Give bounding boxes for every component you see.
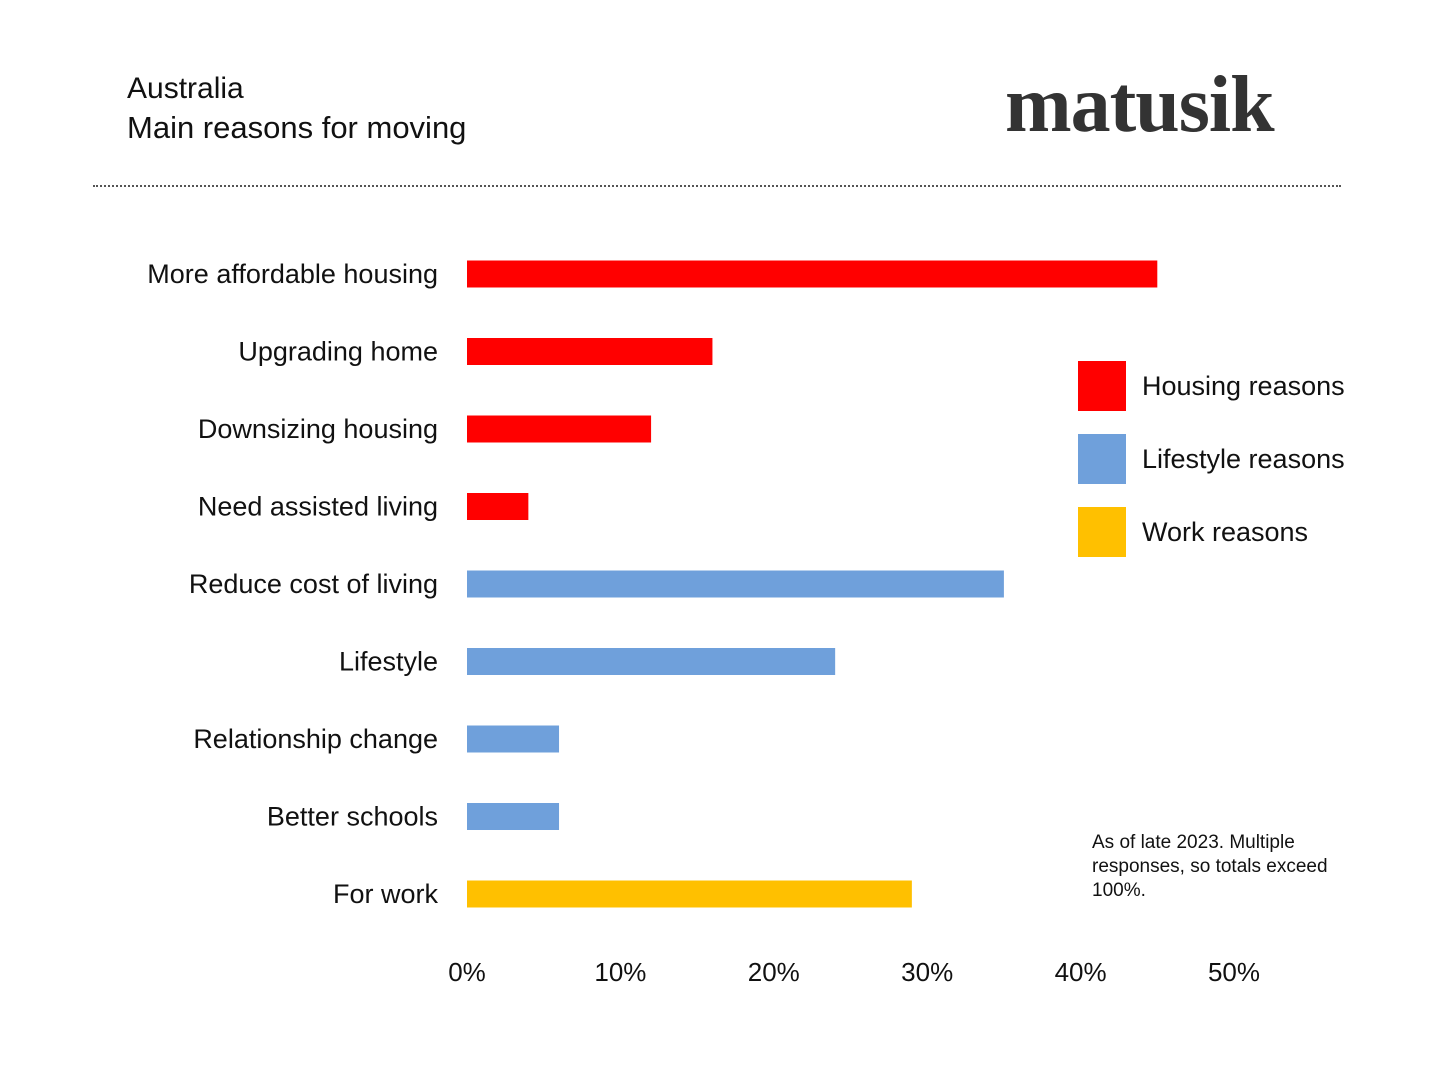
category-label: Lifestyle xyxy=(339,647,438,677)
x-tick-label: 10% xyxy=(594,957,646,987)
category-label: Reduce cost of living xyxy=(189,569,438,599)
category-label: Relationship change xyxy=(193,724,438,754)
x-tick-label: 20% xyxy=(748,957,800,987)
legend-swatch-housing xyxy=(1078,361,1126,411)
bar-lifestyle xyxy=(467,648,836,675)
chart-title: Main reasons for moving xyxy=(127,110,467,145)
footnote: As of late 2023. Multiple responses, so … xyxy=(1092,832,1328,901)
x-tick-label: 50% xyxy=(1208,957,1260,987)
category-label: Need assisted living xyxy=(198,492,438,522)
header-divider xyxy=(93,185,1341,187)
legend-swatch-lifestyle xyxy=(1078,434,1126,484)
legend-label-work: Work reasons xyxy=(1142,517,1308,547)
category-label: Downsizing housing xyxy=(198,414,438,444)
bar-reduce-cost-of-living xyxy=(467,570,1004,598)
bar-need-assisted-living xyxy=(467,493,529,520)
category-label: Better schools xyxy=(267,802,438,832)
bar-relationship-change xyxy=(467,725,560,753)
x-tick-label: 30% xyxy=(901,957,953,987)
category-label: For work xyxy=(333,879,439,909)
bar-more-affordable-housing xyxy=(467,260,1158,288)
category-label: Upgrading home xyxy=(238,337,438,367)
x-tick-label: 40% xyxy=(1055,957,1107,987)
bar-upgrading-home xyxy=(467,338,713,365)
x-tick-label: 0% xyxy=(448,957,486,987)
legend-label-lifestyle: Lifestyle reasons xyxy=(1142,444,1345,474)
chart-country: Australia xyxy=(127,72,244,105)
bar-downsizing-housing xyxy=(467,415,652,443)
legend-swatch-work xyxy=(1078,507,1126,557)
bar-better-schools xyxy=(467,803,560,830)
legend-label-housing: Housing reasons xyxy=(1142,371,1345,401)
matusik-logo: matusik xyxy=(1005,61,1275,149)
category-label: More affordable housing xyxy=(147,259,438,289)
bar-for-work xyxy=(467,880,912,908)
